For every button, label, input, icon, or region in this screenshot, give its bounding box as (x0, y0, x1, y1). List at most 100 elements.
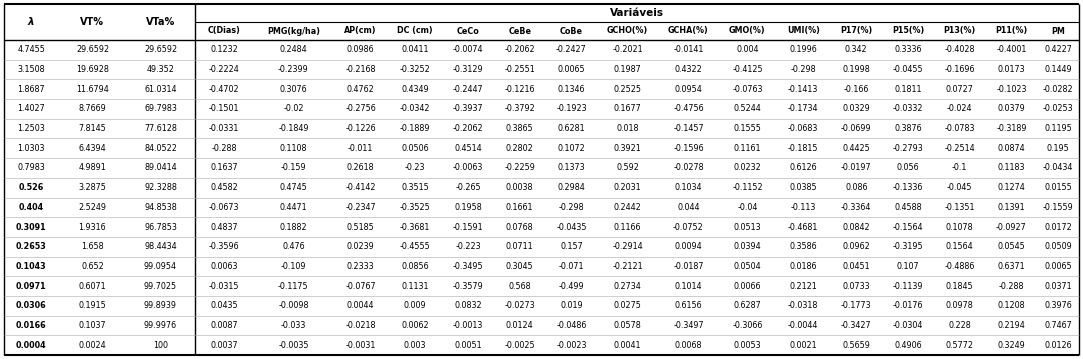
Text: -0.1815: -0.1815 (788, 144, 819, 153)
Text: 0.056: 0.056 (897, 163, 919, 172)
Text: 0.0842: 0.0842 (843, 223, 870, 232)
Text: 96.7853: 96.7853 (144, 223, 177, 232)
Text: 0.1661: 0.1661 (506, 203, 534, 212)
Text: Variáveis: Variáveis (610, 8, 664, 18)
Text: 0.4514: 0.4514 (454, 144, 482, 153)
Text: 69.7983: 69.7983 (144, 104, 177, 113)
Text: -0.499: -0.499 (559, 281, 584, 290)
Text: -0.2551: -0.2551 (505, 65, 535, 74)
Text: -0.4555: -0.4555 (400, 242, 430, 251)
Text: -0.0318: -0.0318 (788, 301, 819, 310)
Text: 0.1845: 0.1845 (945, 281, 974, 290)
Text: 0.1195: 0.1195 (1044, 124, 1072, 133)
Text: -0.011: -0.011 (348, 144, 374, 153)
Text: 0.0874: 0.0874 (997, 144, 1026, 153)
Text: -0.0187: -0.0187 (674, 262, 704, 271)
Text: 1.9316: 1.9316 (79, 223, 106, 232)
Text: -0.045: -0.045 (947, 183, 973, 192)
Text: 0.1034: 0.1034 (675, 183, 702, 192)
Text: -0.109: -0.109 (280, 262, 306, 271)
Text: 0.526: 0.526 (18, 183, 43, 192)
Text: -0.2062: -0.2062 (505, 45, 535, 54)
Text: -0.4001: -0.4001 (996, 45, 1027, 54)
Text: 0.2031: 0.2031 (614, 183, 641, 192)
Text: 0.6371: 0.6371 (997, 262, 1026, 271)
Text: 0.0435: 0.0435 (210, 301, 238, 310)
Text: 0.1346: 0.1346 (558, 85, 585, 94)
Text: 0.1161: 0.1161 (733, 144, 761, 153)
Text: 0.1078: 0.1078 (945, 223, 974, 232)
Text: -0.3681: -0.3681 (400, 223, 430, 232)
Text: PMG(kg/ha): PMG(kg/ha) (266, 27, 319, 36)
Text: -0.3495: -0.3495 (453, 262, 483, 271)
Text: -0.4886: -0.4886 (944, 262, 975, 271)
Text: 11.6794: 11.6794 (76, 85, 108, 94)
Text: -0.2793: -0.2793 (892, 144, 924, 153)
Text: 0.3045: 0.3045 (506, 262, 534, 271)
Text: -0.2399: -0.2399 (278, 65, 309, 74)
Text: 0.2618: 0.2618 (347, 163, 375, 172)
Text: 0.0275: 0.0275 (614, 301, 641, 310)
Text: 0.0173: 0.0173 (997, 65, 1026, 74)
Text: 0.0978: 0.0978 (945, 301, 974, 310)
Text: 0.4471: 0.4471 (279, 203, 308, 212)
Text: 0.0329: 0.0329 (843, 104, 870, 113)
Text: -0.3525: -0.3525 (400, 203, 430, 212)
Text: -0.033: -0.033 (280, 321, 306, 330)
Text: 0.0727: 0.0727 (945, 85, 974, 94)
Text: 0.0954: 0.0954 (675, 85, 703, 94)
Text: -0.1413: -0.1413 (788, 85, 819, 94)
Text: 0.404: 0.404 (18, 203, 43, 212)
Text: -0.0218: -0.0218 (345, 321, 376, 330)
Text: 0.2734: 0.2734 (614, 281, 641, 290)
Text: -0.1023: -0.1023 (996, 85, 1027, 94)
Text: -0.04: -0.04 (738, 203, 758, 212)
Text: 0.0962: 0.0962 (843, 242, 870, 251)
Text: 99.7025: 99.7025 (144, 281, 177, 290)
Text: VTa%: VTa% (146, 17, 175, 27)
Text: -0.024: -0.024 (947, 104, 973, 113)
Text: -0.0927: -0.0927 (996, 223, 1027, 232)
Text: 0.0545: 0.0545 (997, 242, 1026, 251)
Text: 0.0068: 0.0068 (675, 341, 702, 350)
Text: 0.0578: 0.0578 (614, 321, 641, 330)
Text: -0.4142: -0.4142 (345, 183, 376, 192)
Text: 4.7455: 4.7455 (17, 45, 45, 54)
Text: 0.1014: 0.1014 (675, 281, 702, 290)
Text: 0.0971: 0.0971 (16, 281, 47, 290)
Text: -0.0013: -0.0013 (453, 321, 483, 330)
Text: 0.4906: 0.4906 (895, 341, 922, 350)
Text: 0.4762: 0.4762 (347, 85, 375, 94)
Text: 0.1274: 0.1274 (997, 183, 1026, 192)
Text: 0.592: 0.592 (616, 163, 639, 172)
Text: -0.1596: -0.1596 (674, 144, 704, 153)
Text: -0.113: -0.113 (791, 203, 815, 212)
Text: 0.004: 0.004 (736, 45, 759, 54)
Text: -0.3497: -0.3497 (674, 321, 704, 330)
Text: 3.1508: 3.1508 (17, 65, 45, 74)
Text: 0.1996: 0.1996 (790, 45, 817, 54)
Text: 0.0986: 0.0986 (347, 45, 375, 54)
Text: 0.5244: 0.5244 (733, 104, 761, 113)
Text: -0.02: -0.02 (283, 104, 303, 113)
Text: -0.3937: -0.3937 (453, 104, 483, 113)
Text: 0.0087: 0.0087 (210, 321, 238, 330)
Text: 0.4425: 0.4425 (843, 144, 870, 153)
Text: GCHA(%): GCHA(%) (668, 27, 709, 36)
Text: 0.107: 0.107 (897, 262, 919, 271)
Text: 19.6928: 19.6928 (76, 65, 109, 74)
Text: -0.1152: -0.1152 (732, 183, 762, 192)
Text: -0.4756: -0.4756 (674, 104, 704, 113)
Text: -0.071: -0.071 (559, 262, 584, 271)
Text: -0.3189: -0.3189 (996, 124, 1027, 133)
Text: 92.3288: 92.3288 (144, 183, 177, 192)
Text: -0.1559: -0.1559 (1043, 203, 1073, 212)
Text: 0.0155: 0.0155 (1044, 183, 1072, 192)
Text: 0.1373: 0.1373 (558, 163, 585, 172)
Text: -0.0332: -0.0332 (892, 104, 923, 113)
Text: 0.1072: 0.1072 (558, 144, 585, 153)
Text: 1.2503: 1.2503 (17, 124, 45, 133)
Text: 0.0856: 0.0856 (401, 262, 429, 271)
Text: -0.0035: -0.0035 (278, 341, 309, 350)
Text: -0.0763: -0.0763 (732, 85, 762, 94)
